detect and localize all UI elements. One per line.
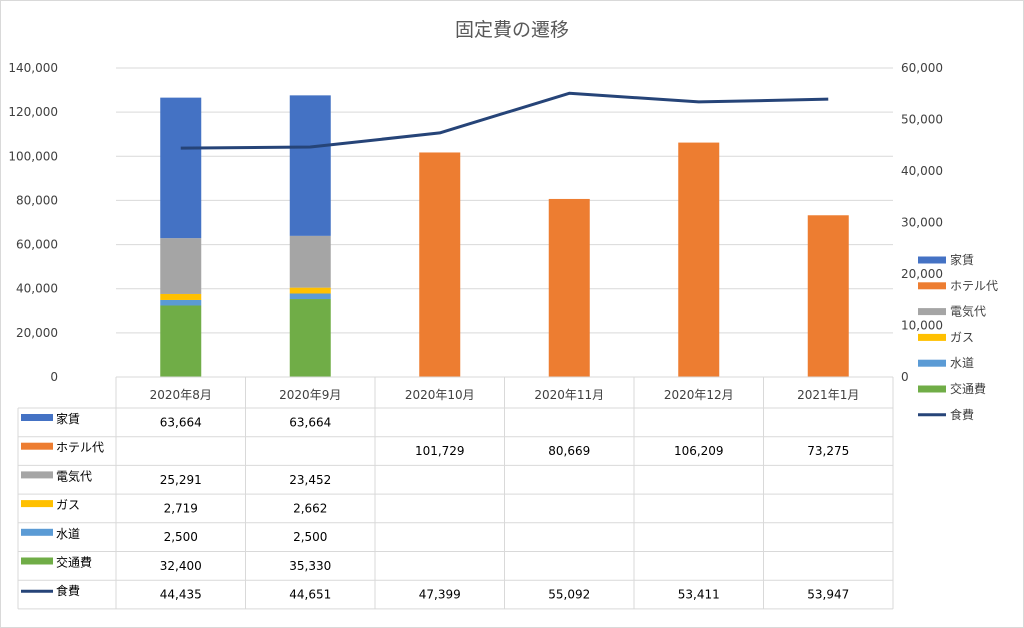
table-cell-value: 25,291 — [160, 473, 202, 487]
legend-label: 電気代 — [950, 304, 986, 319]
legend-label: ガス — [950, 330, 974, 344]
legend-label: 水道 — [950, 356, 974, 370]
bar-segment — [289, 95, 331, 236]
table-cell-value: 47,399 — [419, 588, 461, 602]
table-row-label: ガス — [56, 498, 80, 512]
y-left-tick-label: 140,000 — [8, 61, 58, 75]
table-cell-value: 2,500 — [293, 530, 327, 544]
table-cell-value: 2,662 — [293, 501, 327, 515]
bar-segment — [160, 293, 202, 300]
y-left-tick-label: 60,000 — [16, 238, 58, 252]
table-row-label: 電気代 — [56, 468, 92, 483]
y-left-tick-label: 40,000 — [16, 282, 58, 296]
category-label: 2020年11月 — [534, 388, 604, 402]
table-cell-value: 101,729 — [415, 444, 465, 458]
table-row-label: 食費 — [56, 583, 80, 598]
chart-title: 固定費の遷移 — [455, 19, 569, 41]
category-label: 2020年12月 — [664, 388, 734, 402]
table-cell-value: 73,275 — [807, 444, 849, 458]
legend-label: 交通費 — [950, 381, 986, 396]
table-row-label: 交通費 — [56, 555, 92, 570]
table-cell-value: 106,209 — [674, 444, 724, 458]
legend-key — [918, 333, 946, 341]
table-legend-key — [21, 500, 53, 508]
y-right-tick-label: 40,000 — [901, 164, 943, 178]
table-legend-key — [21, 414, 53, 421]
table-cell-value: 32,400 — [160, 559, 202, 573]
table-cell-value: 63,664 — [289, 415, 331, 429]
bar-segment — [289, 293, 331, 300]
table-cell-value: 2,719 — [164, 501, 198, 515]
y-right-tick-label: 0 — [901, 370, 909, 384]
table-cell-value: 23,452 — [289, 473, 331, 487]
legend-key — [918, 256, 946, 264]
bar-segment — [678, 142, 720, 377]
table-cell-value: 2,500 — [164, 530, 198, 544]
series-line — [180, 91, 829, 150]
table-cell-value: 44,435 — [160, 588, 202, 602]
bar-segment — [160, 97, 202, 239]
table-cell-value: 35,330 — [289, 559, 331, 573]
table-cell-value: 53,947 — [807, 588, 849, 602]
table-legend-key — [21, 528, 53, 536]
y-right-tick-label: 50,000 — [901, 113, 943, 127]
category-label: 2021年1月 — [797, 388, 859, 402]
y-right-tick-label: 60,000 — [901, 61, 943, 75]
y-left-tick-label: 0 — [50, 370, 58, 384]
table-cell-value: 80,669 — [548, 444, 590, 458]
table-row-label: 水道 — [56, 527, 80, 541]
y-right-tick-label: 30,000 — [901, 216, 943, 230]
bar-segment — [419, 152, 461, 377]
y-left-tick-label: 20,000 — [16, 326, 58, 340]
table-cell-value: 53,411 — [678, 588, 720, 602]
legend-key — [918, 385, 946, 393]
y-left-tick-label: 80,000 — [16, 193, 58, 207]
category-label: 2020年9月 — [279, 388, 341, 402]
bar-segment — [160, 305, 202, 377]
legend-label: 食費 — [950, 407, 974, 422]
y-left-tick-label: 100,000 — [8, 149, 58, 163]
bar-segment — [160, 238, 202, 294]
table-cell-value: 55,092 — [548, 588, 590, 602]
table-cell-value: 44,651 — [289, 588, 331, 602]
table-cell-value: 63,664 — [160, 415, 202, 429]
legend-key — [918, 282, 946, 290]
bar-segment — [289, 235, 331, 288]
bar-segment — [160, 299, 202, 306]
bar-segment — [289, 299, 331, 377]
bar-segment — [548, 198, 590, 377]
table-legend-key — [21, 471, 53, 479]
y-right-tick-label: 20,000 — [901, 267, 943, 281]
legend-label: ホテル代 — [950, 279, 998, 293]
category-label: 2020年8月 — [150, 388, 212, 402]
table-row-label: ホテル代 — [56, 441, 104, 455]
table-legend-key — [21, 557, 53, 565]
table-row-label: 家賃 — [56, 411, 80, 426]
legend-key — [918, 308, 946, 316]
legend-label: 家賃 — [950, 252, 974, 267]
y-right-tick-label: 10,000 — [901, 319, 943, 333]
bar-segment — [289, 287, 331, 294]
category-label: 2020年10月 — [405, 388, 475, 402]
legend-key — [918, 359, 946, 367]
y-left-tick-label: 120,000 — [8, 105, 58, 119]
bar-segment — [807, 215, 849, 377]
table-legend-key — [21, 442, 53, 450]
